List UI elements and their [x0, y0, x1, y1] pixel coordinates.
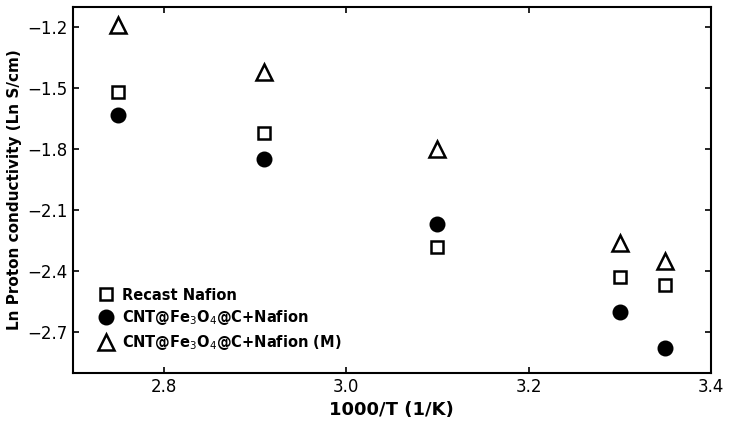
CNT@Fe$_{3}$O$_{4}$@C+Nafion — [114, 112, 123, 117]
X-axis label: 1000/T (1/K): 1000/T (1/K) — [330, 401, 454, 419]
CNT@Fe$_{3}$O$_{4}$@C+Nafion (M) — [114, 23, 123, 28]
Recast Nafion — [260, 130, 268, 135]
Recast Nafion — [114, 90, 123, 95]
CNT@Fe$_{3}$O$_{4}$@C+Nafion — [616, 309, 624, 314]
Recast Nafion — [433, 244, 442, 249]
Legend: Recast Nafion, CNT@Fe$_{3}$O$_{4}$@C+Nafion, CNT@Fe$_{3}$O$_{4}$@C+Nafion (M): Recast Nafion, CNT@Fe$_{3}$O$_{4}$@C+Naf… — [93, 282, 347, 358]
Line: CNT@Fe$_{3}$O$_{4}$@C+Nafion (M): CNT@Fe$_{3}$O$_{4}$@C+Nafion (M) — [110, 17, 673, 268]
CNT@Fe$_{3}$O$_{4}$@C+Nafion — [260, 157, 268, 162]
CNT@Fe$_{3}$O$_{4}$@C+Nafion (M) — [433, 147, 442, 152]
CNT@Fe$_{3}$O$_{4}$@C+Nafion (M) — [661, 258, 670, 263]
Y-axis label: Ln Proton conductivity (Ln S/cm): Ln Proton conductivity (Ln S/cm) — [7, 49, 22, 330]
Recast Nafion — [616, 275, 624, 280]
Line: CNT@Fe$_{3}$O$_{4}$@C+Nafion: CNT@Fe$_{3}$O$_{4}$@C+Nafion — [111, 108, 673, 355]
CNT@Fe$_{3}$O$_{4}$@C+Nafion (M) — [260, 69, 268, 75]
CNT@Fe$_{3}$O$_{4}$@C+Nafion — [433, 222, 442, 227]
Line: Recast Nafion: Recast Nafion — [112, 86, 672, 291]
CNT@Fe$_{3}$O$_{4}$@C+Nafion (M) — [616, 240, 624, 245]
CNT@Fe$_{3}$O$_{4}$@C+Nafion — [661, 346, 670, 351]
Recast Nafion — [661, 283, 670, 288]
